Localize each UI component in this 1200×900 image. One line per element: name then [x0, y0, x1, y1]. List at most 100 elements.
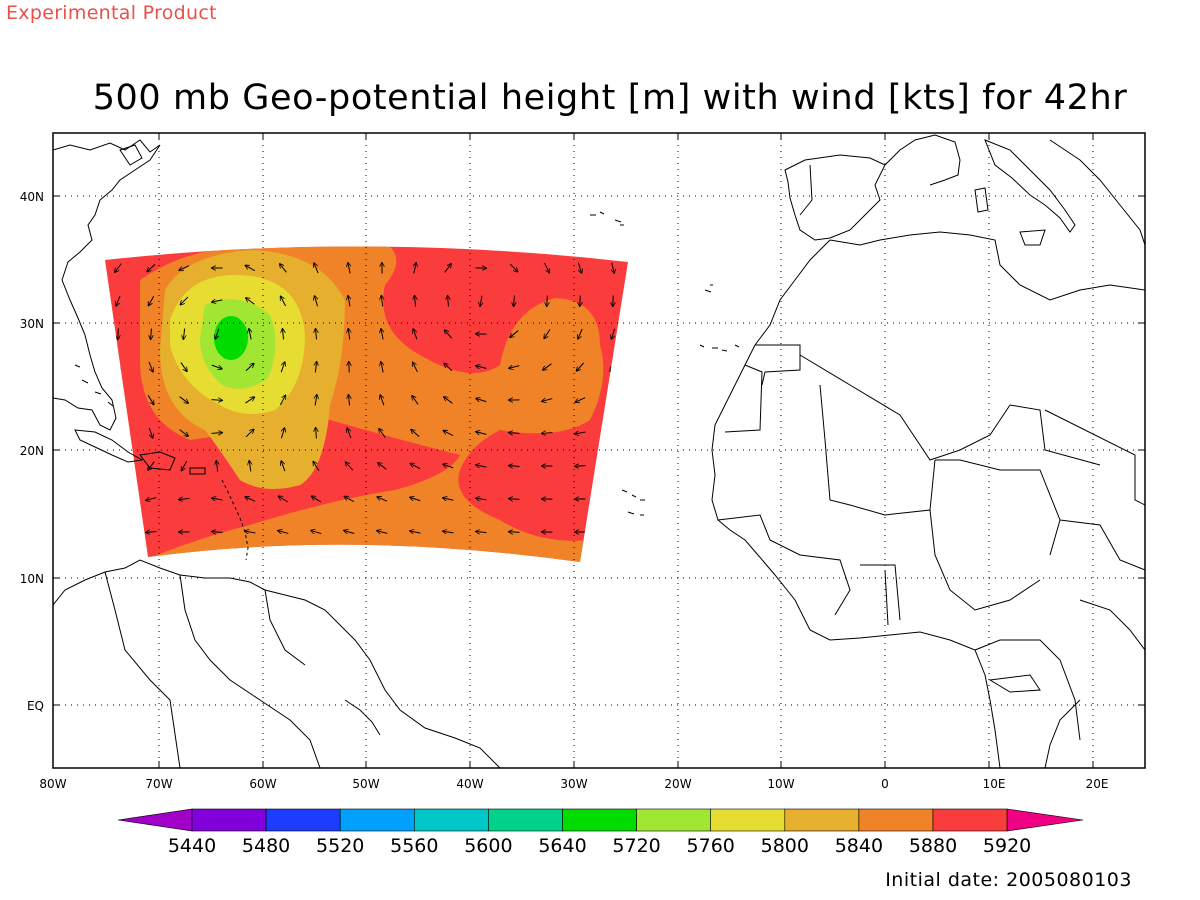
wind-arrow [575, 432, 586, 434]
lat-lon-grid [53, 133, 1145, 768]
wind-arrow [413, 362, 418, 373]
colorbar-label: 5880 [909, 835, 957, 857]
wind-arrow [211, 364, 222, 369]
geopotential-height-field [105, 246, 628, 562]
wind-arrow [608, 499, 619, 500]
wind-arrow [314, 296, 317, 307]
colorbar-label: 5840 [835, 835, 883, 857]
wind-arrow [179, 498, 190, 499]
wind-arrow [311, 530, 322, 533]
wind-arrow [348, 329, 349, 340]
south-america-coast [53, 559, 501, 768]
wind-arrow [215, 328, 220, 339]
axis-ticks [53, 133, 1145, 768]
colorbar-segment [413, 808, 489, 832]
colorbar-segment [265, 808, 341, 832]
wind-arrow [444, 397, 453, 404]
nigeria-border [929, 509, 1041, 611]
wind-arrow [410, 531, 421, 533]
wind-arrow [509, 532, 520, 533]
lon-label-10e: 10E [983, 777, 1006, 791]
cameroon-border [974, 639, 1081, 741]
lat-label-eq: EQ [27, 699, 44, 713]
balkans-coast [1049, 139, 1145, 246]
wind-arrow [510, 330, 519, 338]
wind-arrow [608, 465, 619, 466]
guyana-border [264, 589, 306, 666]
wind-arrow [118, 427, 119, 439]
wind-arrow [117, 361, 120, 373]
congo-border [988, 674, 1041, 693]
wind-arrow [180, 362, 187, 371]
wind-arrow [444, 330, 452, 339]
lon-label-0: 0 [881, 777, 889, 791]
cuba-coast [74, 429, 144, 463]
wind-arrow [245, 497, 256, 502]
wind-arrow [348, 296, 350, 307]
wind-arrow [444, 363, 453, 372]
morocco-border [755, 344, 801, 386]
wind-arrow [314, 263, 319, 274]
wind-arrow [411, 429, 420, 437]
western-sahara-border [724, 364, 763, 433]
wind-arrow [509, 466, 520, 467]
egypt-sudan-border [1044, 409, 1145, 506]
colorbar-label: 5440 [168, 835, 216, 857]
wind-arrow [509, 433, 520, 434]
wind-arrow [181, 460, 188, 471]
wind-arrow [608, 396, 618, 403]
wind-arrow [476, 398, 487, 403]
wind-arrow [282, 329, 283, 340]
venezuela-border [179, 574, 321, 768]
wind-arrow [278, 531, 289, 534]
wind-arrow [349, 362, 350, 373]
wind-arrow [608, 432, 619, 435]
sicily [1019, 229, 1046, 246]
wind-arrow [410, 463, 421, 470]
colorbar-segment [488, 808, 563, 832]
colorbar-segment [932, 808, 1008, 832]
colorbar-segment [858, 808, 934, 832]
colorbar-segment [710, 808, 786, 832]
wind-arrow [575, 466, 586, 467]
wind-arrow [543, 363, 552, 370]
north-america-coast [53, 139, 161, 431]
wind-arrow [344, 530, 355, 533]
wind-arrow [211, 433, 223, 434]
wind-arrow [509, 366, 520, 369]
wind-arrow [212, 532, 223, 533]
wind-arrow [381, 362, 383, 373]
initial-date: Initial date: 2005080103 [885, 869, 1132, 891]
algeria-border [799, 354, 1011, 461]
wind-arrow [147, 395, 154, 404]
cape-verde-islands [621, 489, 645, 516]
wind-arrow [413, 329, 418, 340]
wind-arrow [544, 262, 550, 273]
colorbar [117, 808, 1084, 832]
wind-arrow [476, 498, 487, 500]
wind-arrow [448, 296, 449, 307]
wind-arrow [443, 430, 454, 436]
wind-arrow [315, 395, 317, 406]
lon-label-10w: 10W [767, 777, 794, 791]
italy-coast [984, 139, 1076, 233]
amazon-delta [344, 699, 381, 736]
wind-arrow [211, 400, 223, 401]
wind-arrow [147, 263, 156, 271]
wind-arrow [212, 498, 223, 500]
wind-arrow [514, 295, 515, 307]
wind-arrow [412, 396, 419, 405]
lon-label-80w: 80W [39, 777, 66, 791]
wind-arrow [381, 296, 382, 307]
iberia-coast [784, 154, 886, 241]
colorbar-arrow-left [117, 808, 193, 832]
wind-arrow [245, 397, 254, 404]
wind-arrow [509, 499, 520, 500]
wind-arrow [348, 263, 350, 274]
wind-arrow [443, 464, 454, 469]
wind-arrow [576, 362, 584, 371]
portugal-border [799, 164, 813, 216]
lon-label-20e: 20E [1086, 777, 1109, 791]
colorbar-label: 5480 [242, 835, 290, 857]
colorbar-label: 5520 [316, 835, 364, 857]
